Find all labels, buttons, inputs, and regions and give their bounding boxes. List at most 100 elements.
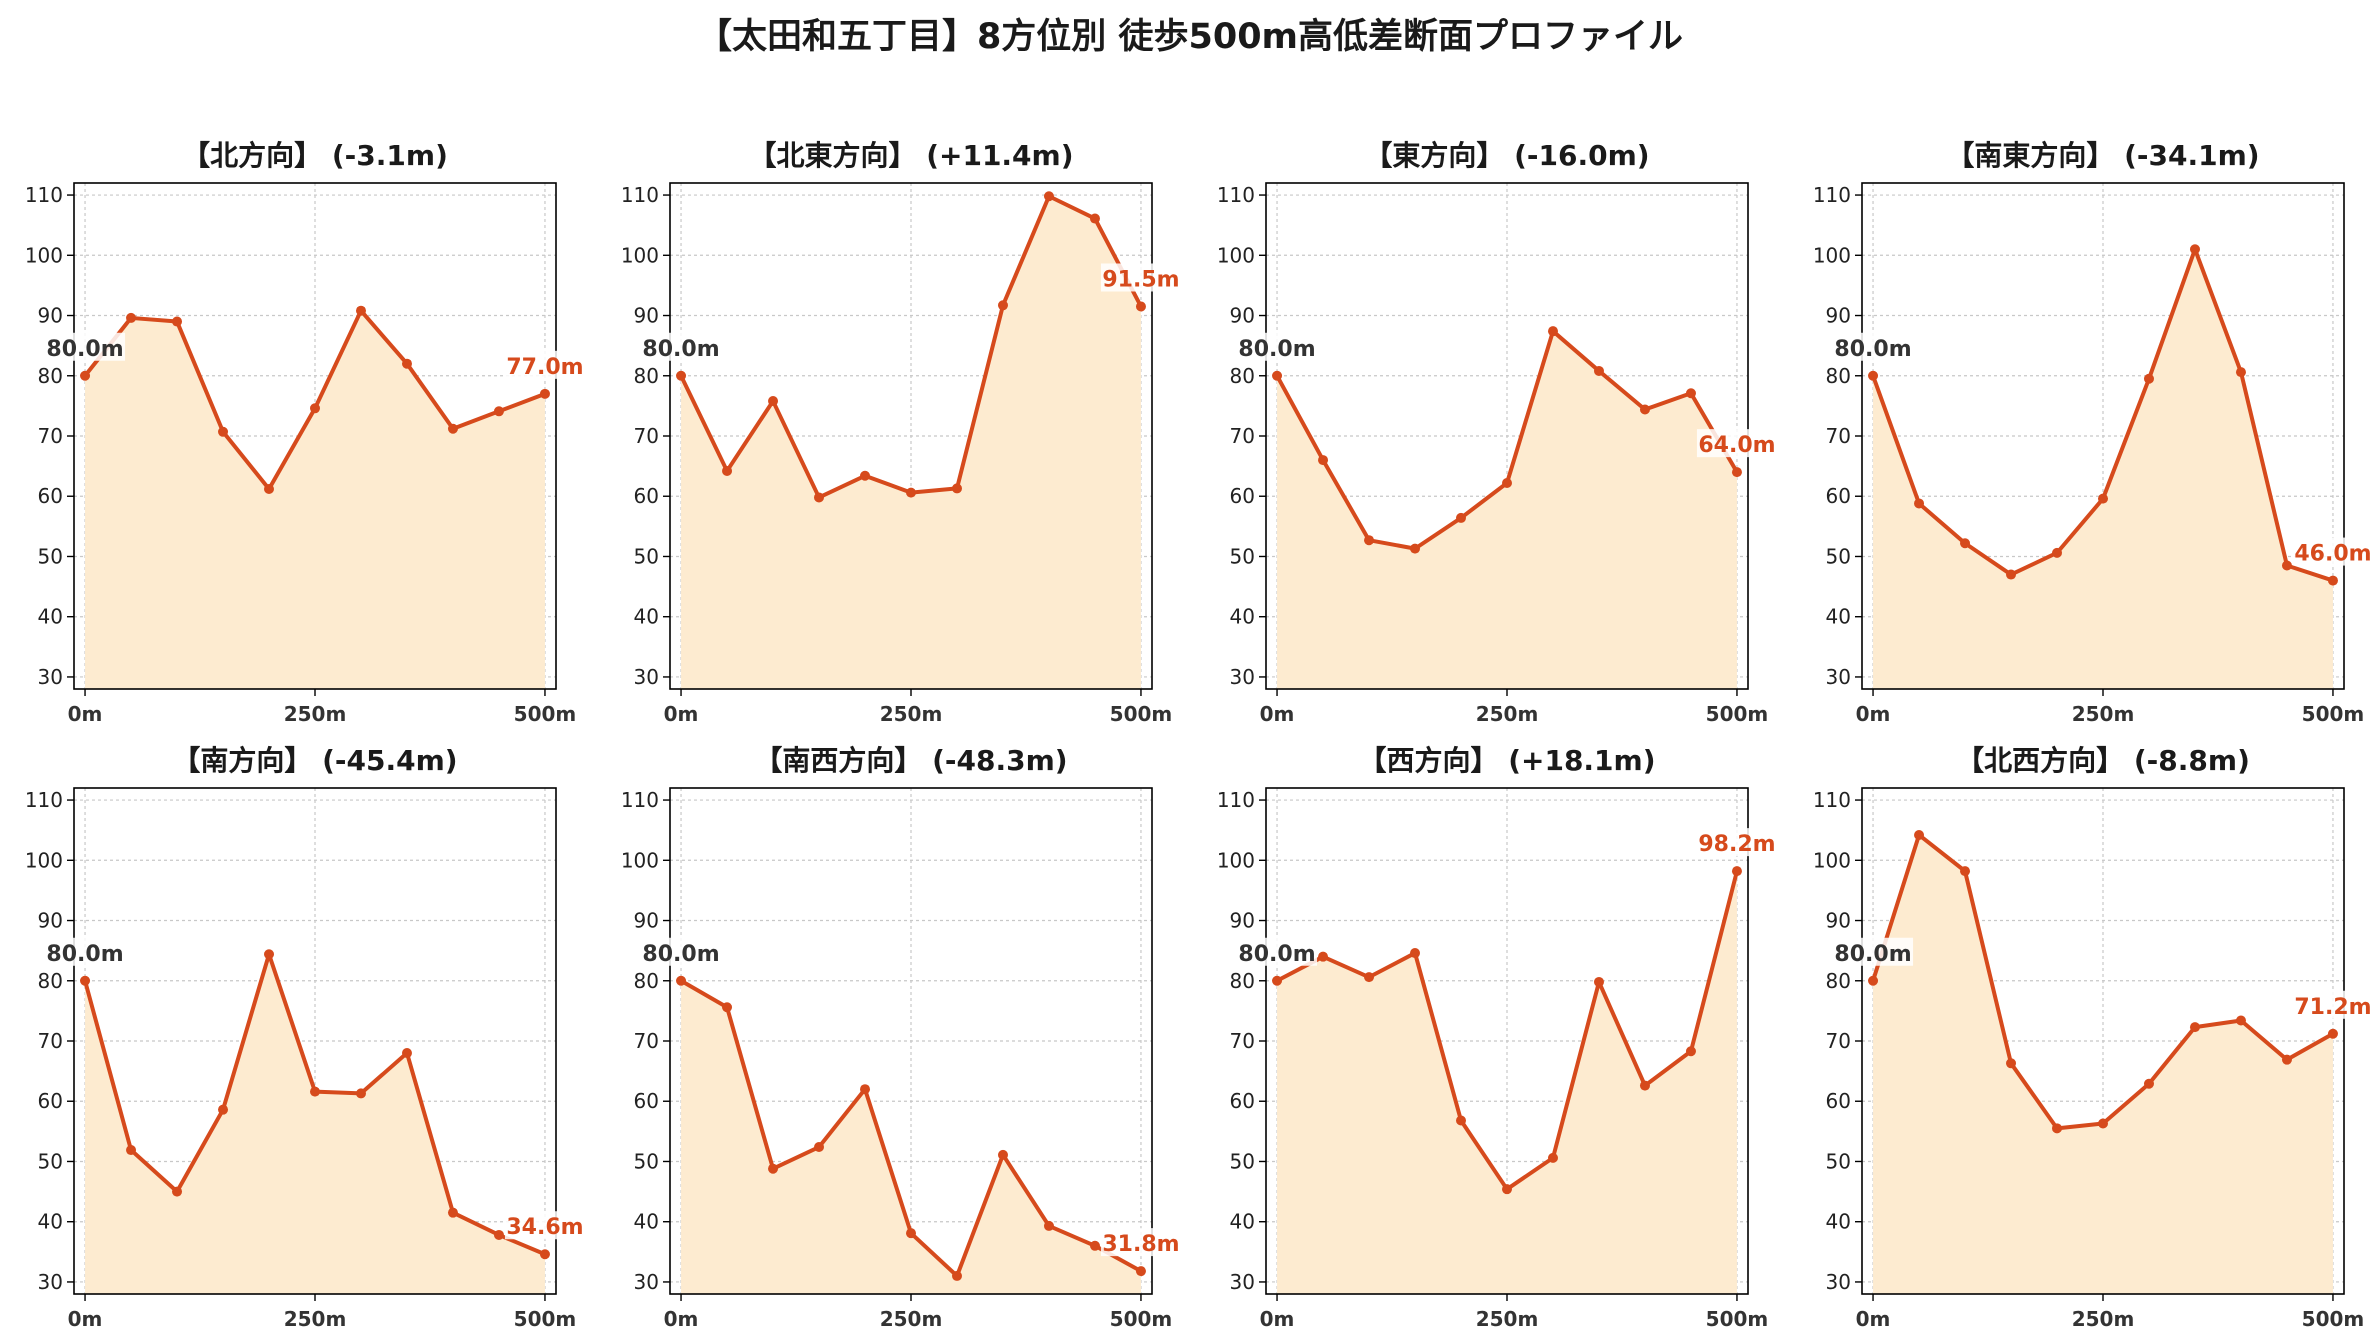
data-point bbox=[2143, 373, 2154, 384]
panel-title: 【北方向】 (-3.1m) bbox=[182, 139, 448, 172]
end-label: 46.0m bbox=[2294, 542, 2371, 567]
data-point bbox=[1456, 512, 1467, 523]
x-tick-label: 250m bbox=[2072, 1307, 2135, 1331]
data-point bbox=[1868, 975, 1879, 986]
data-point bbox=[126, 312, 137, 323]
x-tick-label: 500m bbox=[514, 702, 577, 726]
end-label-bg bbox=[504, 350, 585, 379]
start-label-bg bbox=[45, 332, 126, 361]
data-point bbox=[2143, 1078, 2154, 1089]
end-label: 64.0m bbox=[1698, 433, 1775, 458]
data-point bbox=[355, 305, 366, 316]
y-tick-label: 40 bbox=[1230, 1210, 1255, 1234]
y-tick-label: 60 bbox=[38, 484, 63, 508]
area-fill bbox=[85, 954, 545, 1294]
data-point bbox=[997, 1149, 1008, 1160]
y-tick-label: 40 bbox=[634, 1210, 659, 1234]
panel-title: 【北西方向】 (-8.8m) bbox=[1956, 744, 2250, 777]
y-tick-label: 60 bbox=[634, 1089, 659, 1113]
start-label-bg bbox=[641, 332, 722, 361]
data-point bbox=[1135, 1266, 1146, 1277]
y-tick-label: 60 bbox=[38, 1089, 63, 1113]
panel-3: 【南東方向】 (-34.1m) 30 40 50 60 70 80 90 100 110 0m 250… bbox=[1813, 139, 2373, 726]
end-label: 31.8m bbox=[1102, 1232, 1179, 1257]
panel-1: 【北東方向】 (+11.4m) 30 40 50 60 70 80 90 100 110 0m 250… bbox=[621, 139, 1181, 726]
x-tick-label: 250m bbox=[880, 1307, 943, 1331]
panel-0: 【北方向】 (-3.1m) 30 40 50 60 70 80 90 100 110 0m 250m 5… bbox=[25, 139, 585, 726]
y-tick-label: 70 bbox=[38, 424, 63, 448]
start-label: 80.0m bbox=[642, 337, 719, 362]
start-label-bg bbox=[1833, 937, 1914, 966]
end-label-bg bbox=[1696, 429, 1777, 458]
y-tick-label: 110 bbox=[1217, 788, 1255, 812]
y-tick-label: 90 bbox=[634, 909, 659, 933]
data-point bbox=[1410, 948, 1421, 959]
end-label-bg bbox=[2292, 990, 2373, 1019]
start-label: 80.0m bbox=[1238, 337, 1315, 362]
data-point bbox=[264, 484, 275, 495]
data-point bbox=[951, 483, 962, 494]
x-tick-label: 500m bbox=[1110, 702, 1173, 726]
y-tick-label: 100 bbox=[1813, 848, 1851, 872]
y-tick-label: 100 bbox=[25, 848, 63, 872]
data-point bbox=[1960, 538, 1971, 549]
end-label: 77.0m bbox=[506, 355, 583, 380]
data-point bbox=[80, 370, 91, 381]
start-label: 80.0m bbox=[1834, 337, 1911, 362]
start-label: 80.0m bbox=[46, 337, 123, 362]
data-point bbox=[218, 426, 229, 437]
data-point bbox=[2098, 493, 2108, 504]
data-point bbox=[1547, 1152, 1558, 1163]
data-point bbox=[1502, 477, 1512, 488]
data-point bbox=[1456, 1115, 1467, 1126]
x-tick-label: 250m bbox=[1476, 702, 1539, 726]
y-tick-label: 80 bbox=[1230, 969, 1255, 993]
panel-title: 【西方向】 (+18.1m) bbox=[1358, 744, 1655, 777]
data-point bbox=[1272, 975, 1283, 986]
data-point bbox=[1364, 535, 1375, 546]
y-tick-label: 100 bbox=[621, 848, 659, 872]
panel-title: 【南東方向】 (-34.1m) bbox=[1946, 139, 2259, 172]
y-tick-label: 110 bbox=[1813, 788, 1851, 812]
data-point bbox=[722, 1002, 733, 1013]
area-fill bbox=[1277, 331, 1737, 689]
data-point bbox=[539, 388, 550, 399]
y-tick-label: 40 bbox=[1826, 1210, 1851, 1234]
data-point bbox=[1731, 467, 1742, 478]
data-point bbox=[676, 975, 687, 986]
data-point bbox=[1547, 326, 1558, 337]
panel-title: 【南方向】 (-45.4m) bbox=[172, 744, 457, 777]
start-label: 80.0m bbox=[1834, 942, 1911, 967]
data-point bbox=[1914, 498, 1925, 509]
y-tick-label: 50 bbox=[38, 544, 63, 568]
x-tick-label: 250m bbox=[880, 702, 943, 726]
data-point bbox=[172, 316, 183, 327]
data-point bbox=[401, 358, 412, 369]
y-tick-label: 70 bbox=[634, 424, 659, 448]
end-label-bg bbox=[1696, 828, 1777, 857]
x-tick-label: 500m bbox=[1706, 1307, 1769, 1331]
x-tick-label: 250m bbox=[1476, 1307, 1539, 1331]
data-point bbox=[2098, 1118, 2108, 1129]
x-tick-label: 0m bbox=[68, 1307, 103, 1331]
panel-7: 【北西方向】 (-8.8m) 30 40 50 60 70 80 90 100 110 0m 250m… bbox=[1813, 744, 2373, 1331]
y-tick-label: 110 bbox=[621, 788, 659, 812]
x-tick-label: 0m bbox=[68, 702, 103, 726]
data-point bbox=[860, 1084, 871, 1095]
x-tick-label: 250m bbox=[284, 1307, 347, 1331]
y-tick-label: 100 bbox=[1813, 243, 1851, 267]
data-point bbox=[1089, 1240, 1100, 1251]
y-tick-label: 80 bbox=[1826, 364, 1851, 388]
y-tick-label: 50 bbox=[38, 1149, 63, 1173]
data-point bbox=[1639, 404, 1650, 415]
data-point bbox=[1135, 301, 1146, 312]
start-label-bg bbox=[1833, 332, 1914, 361]
data-point bbox=[814, 492, 825, 503]
data-point bbox=[1914, 829, 1925, 840]
data-point bbox=[493, 1229, 504, 1240]
data-point bbox=[1685, 388, 1696, 399]
y-tick-label: 50 bbox=[1826, 1149, 1851, 1173]
data-point bbox=[1639, 1080, 1650, 1091]
data-point bbox=[1593, 365, 1604, 376]
x-tick-label: 0m bbox=[1856, 702, 1891, 726]
